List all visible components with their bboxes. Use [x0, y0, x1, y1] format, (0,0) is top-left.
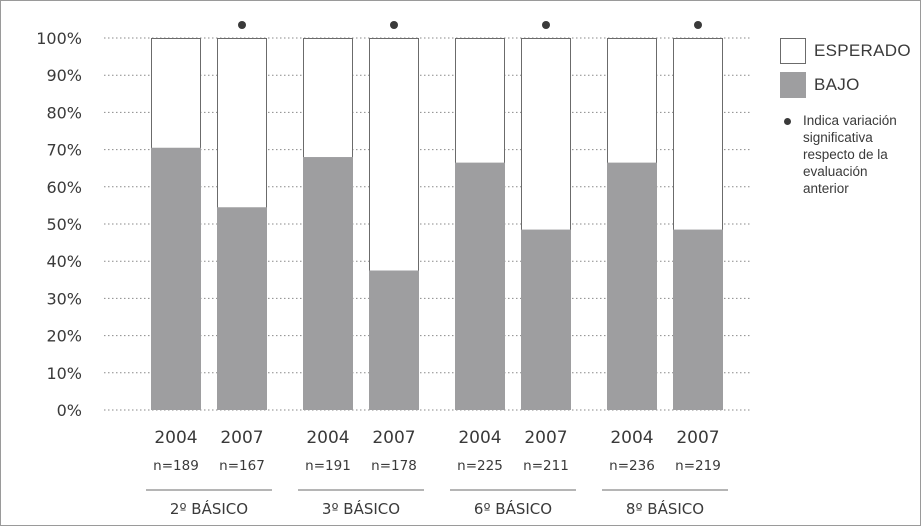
legend-item-significance: Indica variación significativa respecto …	[780, 112, 921, 197]
group-label: 8º BÁSICO	[626, 499, 704, 518]
y-tick-label: 50%	[46, 215, 82, 234]
legend-label-esperado: ESPERADO	[814, 41, 911, 60]
y-tick-label: 0%	[57, 401, 82, 420]
x-tick-n: n=167	[219, 458, 265, 474]
y-tick-label: 100%	[36, 29, 82, 48]
x-tick-year: 2007	[372, 428, 415, 448]
y-axis-ticks: 0% 10% 20% 30% 40% 50% 60% 70% 80% 90% 100%	[36, 29, 82, 420]
x-axis-labels: 2004 n=189 2007 n=167 2º BÁSICO 2004 n=191 2007…	[146, 428, 728, 518]
bar-bajo	[673, 229, 723, 410]
x-tick-n: n=225	[457, 458, 503, 474]
x-tick-n: n=219	[675, 458, 721, 474]
significance-dot-icon	[238, 21, 246, 29]
x-tick-n: n=178	[371, 458, 417, 474]
legend: ESPERADO BAJO Indica variación significa…	[780, 38, 921, 197]
x-tick-year: 2007	[676, 428, 719, 448]
significance-dot-icon	[784, 118, 791, 125]
legend-label-bajo: BAJO	[814, 75, 860, 94]
bar-bajo	[151, 147, 201, 411]
group-label: 2º BÁSICO	[170, 499, 248, 518]
bar-bajo	[521, 229, 571, 410]
y-tick-label: 10%	[46, 364, 82, 383]
bars	[151, 21, 723, 411]
legend-swatch-esperado	[780, 38, 806, 64]
x-tick-year: 2004	[458, 428, 501, 448]
y-tick-label: 90%	[46, 66, 82, 85]
legend-note: Indica variación significativa respecto …	[803, 113, 897, 196]
significance-dot-icon	[542, 21, 550, 29]
x-tick-year: 2004	[306, 428, 349, 448]
bar-bajo	[607, 162, 657, 410]
y-tick-label: 20%	[46, 327, 82, 346]
x-tick-n: n=236	[609, 458, 655, 474]
bar-bajo	[217, 207, 267, 410]
y-tick-label: 80%	[46, 103, 82, 122]
bar-bajo	[303, 157, 353, 410]
x-tick-n: n=191	[305, 458, 351, 474]
x-tick-year: 2004	[610, 428, 653, 448]
x-tick-year: 2007	[524, 428, 567, 448]
x-tick-year: 2004	[154, 428, 197, 448]
legend-swatch-bajo	[780, 72, 806, 98]
group-label: 3º BÁSICO	[322, 499, 400, 518]
x-tick-year: 2007	[220, 428, 263, 448]
group-label: 6º BÁSICO	[474, 499, 552, 518]
x-tick-n: n=189	[153, 458, 199, 474]
significance-dot-icon	[390, 21, 398, 29]
y-tick-label: 40%	[46, 252, 82, 271]
legend-item-esperado: ESPERADO	[780, 38, 921, 64]
x-tick-n: n=211	[523, 458, 569, 474]
bar-bajo	[369, 270, 419, 410]
y-tick-label: 70%	[46, 141, 82, 160]
significance-dot-icon	[694, 21, 702, 29]
y-tick-label: 30%	[46, 289, 82, 308]
y-tick-label: 60%	[46, 178, 82, 197]
bar-bajo	[455, 162, 505, 410]
legend-item-bajo: BAJO	[780, 72, 921, 98]
